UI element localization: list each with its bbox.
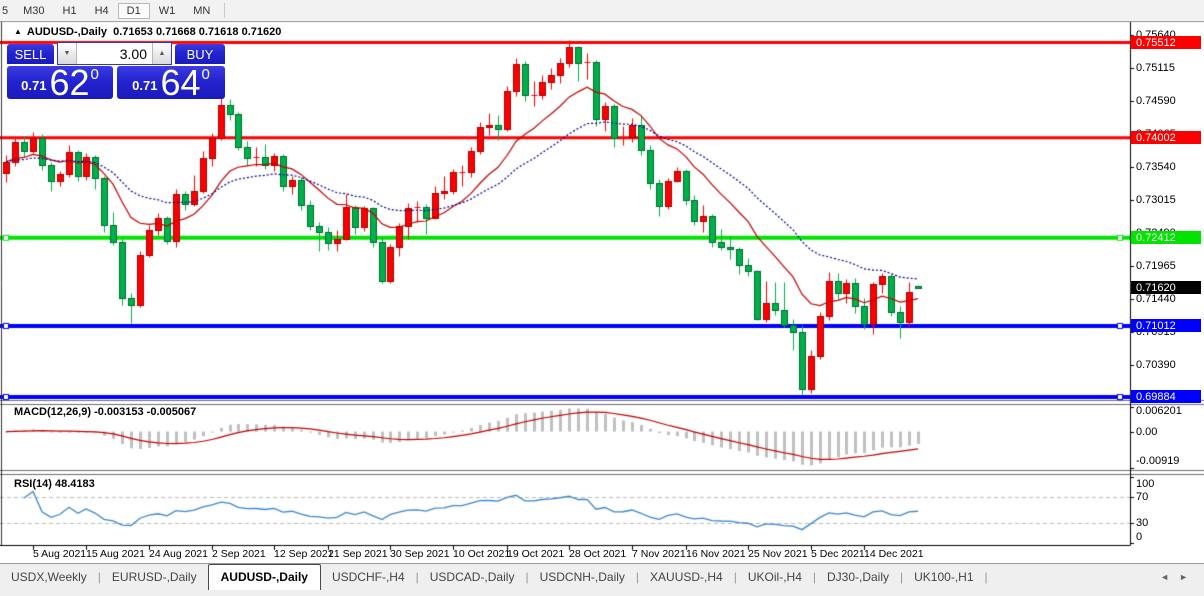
date-tick: 10 Oct 2021	[453, 548, 511, 560]
rsi-scale-tick: 30	[1136, 517, 1149, 530]
date-tick: 30 Sep 2021	[390, 548, 450, 560]
tab-separator: |	[812, 570, 816, 584]
price-tick: 0.73015	[1136, 193, 1176, 206]
tab-audusd-daily[interactable]: AUDUSD-,Daily	[207, 564, 321, 590]
macd-scale-tick: -0.00919	[1136, 455, 1180, 467]
buy-button[interactable]: BUY	[175, 44, 225, 64]
date-tick: 19 Oct 2021	[507, 548, 565, 560]
sell-price-big: 62	[49, 62, 90, 103]
collapse-arrow-icon[interactable]: ▲	[14, 27, 22, 36]
date-tick: 24 Aug 2021	[149, 548, 208, 560]
volume-increase-button[interactable]: ▲	[152, 43, 171, 64]
volume-input[interactable]: 3.00	[119, 45, 147, 62]
tab-dj30-daily[interactable]: DJ30-,Daily	[827, 570, 890, 584]
date-tick: 14 Dec 2021	[864, 548, 924, 560]
hline-price-label: 0.72412	[1131, 231, 1201, 245]
rsi-scale-tick: 70	[1136, 490, 1149, 503]
tab-separator: |	[900, 570, 904, 584]
sell-price-sup: 0	[90, 66, 99, 83]
tab-separator: |	[984, 570, 988, 584]
macd-scale-tick: 0.006201	[1136, 405, 1182, 417]
date-tick: 12 Sep 2021	[274, 548, 334, 560]
date-tick: 5 Aug 2021	[33, 548, 87, 560]
price-tick: 0.73540	[1136, 160, 1176, 173]
hline-price-label: 0.75512	[1131, 36, 1201, 50]
rsi-panel[interactable]	[0, 475, 1130, 545]
tab-usdcad-daily[interactable]: USDCAD-,Daily	[429, 570, 515, 584]
tab-usdchf-h4[interactable]: USDCHF-,H4	[331, 570, 405, 584]
chevron-down-icon: ▼	[63, 50, 71, 57]
price-tick: 0.70390	[1136, 359, 1176, 372]
sell-button[interactable]: SELL	[7, 44, 54, 64]
tab-separator: |	[415, 570, 419, 584]
rsi-scale-tick: 0	[1136, 531, 1143, 543]
buy-price-button[interactable]: 0.71 64 0	[117, 62, 225, 103]
sell-price-button[interactable]: 0.71 62 0	[7, 62, 113, 103]
date-tick: 28 Oct 2021	[569, 548, 627, 560]
timeframe-mn[interactable]: MN	[193, 4, 211, 17]
rsi-label: RSI(14) 48.4183	[14, 478, 95, 490]
timeframe-h1[interactable]: H1	[62, 4, 77, 17]
timeframe-w1[interactable]: W1	[158, 4, 176, 17]
date-tick: 25 Nov 2021	[748, 548, 808, 560]
tab-xauusd-h4[interactable]: XAUUSD-,H4	[650, 570, 723, 584]
macd-label: MACD(12,26,9) -0.003153 -0.005067	[14, 406, 197, 418]
tab-separator: |	[635, 570, 640, 584]
timeframe-toolbar: 5 M30 H1 H4 D1 W1 MN	[0, 0, 1204, 21]
tab-separator: |	[733, 570, 737, 584]
tab-uk100-h1[interactable]: UK100-,H1	[914, 570, 974, 584]
buy-price-sup: 0	[201, 66, 210, 83]
symbol-tab-bar: USDX,Weekly | EURUSD-,Daily AUDUSD-,Dail…	[0, 563, 1204, 596]
toolbar-separator	[224, 3, 226, 18]
tab-scroll-arrows: ◄ ►	[1160, 564, 1204, 582]
timeframe-m30[interactable]: M30	[23, 4, 45, 17]
sell-price-prefix: 0.71	[21, 78, 47, 93]
tab-separator: |	[525, 570, 529, 584]
date-tick: 5 Dec 2021	[811, 548, 865, 560]
tab-scroll-left-icon[interactable]: ◄	[1160, 572, 1170, 582]
chevron-up-icon: ▲	[158, 50, 166, 57]
price-tick: 0.75115	[1136, 61, 1175, 74]
current-price-label: 0.71620	[1131, 281, 1201, 295]
volume-decrease-button[interactable]: ▼	[58, 43, 77, 64]
timeframe-h4[interactable]: H4	[94, 4, 109, 17]
price-tick: 0.71965	[1136, 259, 1176, 272]
price-tick: 0.71440	[1136, 292, 1176, 305]
chart-symbol-label: AUDUSD-,Daily	[26, 26, 107, 38]
date-tick: 21 Sep 2021	[328, 548, 388, 560]
one-click-trading-panel: SELL ▼ 3.00 ▲ BUY 0.71 62 0 0.71 64 0	[7, 42, 225, 103]
date-tick: 2 Sep 2021	[212, 548, 266, 560]
tab-scroll-right-icon[interactable]: ►	[1179, 572, 1188, 582]
rsi-scale-tick: 100	[1136, 478, 1155, 490]
hline-price-label: 0.69884	[1131, 390, 1201, 404]
timeframe-d1[interactable]: D1	[117, 2, 150, 19]
timeframe-m5[interactable]: 5	[2, 4, 9, 17]
tab-eurusd-daily[interactable]: EURUSD-,Daily	[111, 570, 197, 584]
hline-price-label: 0.71012	[1131, 319, 1201, 333]
hline-price-label: 0.74002	[1131, 131, 1201, 145]
date-tick: 16 Nov 2021	[686, 548, 746, 560]
tab-ukoil-h4[interactable]: UKOil-,H4	[747, 570, 802, 584]
volume-stepper: ▼ 3.00 ▲	[57, 42, 172, 65]
macd-scale-tick: 0.00	[1136, 425, 1158, 438]
date-tick: 15 Aug 2021	[86, 548, 145, 560]
tab-separator: |	[97, 570, 101, 584]
price-tick: 0.74590	[1136, 94, 1176, 107]
buy-price-big: 64	[160, 62, 201, 103]
tab-usdx-weekly[interactable]: USDX,Weekly	[11, 570, 87, 584]
date-tick: 7 Nov 2021	[632, 548, 686, 560]
tab-usdcnh-daily[interactable]: USDCNH-,Daily	[539, 570, 625, 584]
chart-ohlc-values: 0.71653 0.71668 0.71618 0.71620	[113, 26, 282, 38]
chart-title: ▲ AUDUSD-,Daily 0.71653 0.71668 0.71618 0…	[14, 26, 281, 38]
buy-price-prefix: 0.71	[132, 78, 158, 93]
